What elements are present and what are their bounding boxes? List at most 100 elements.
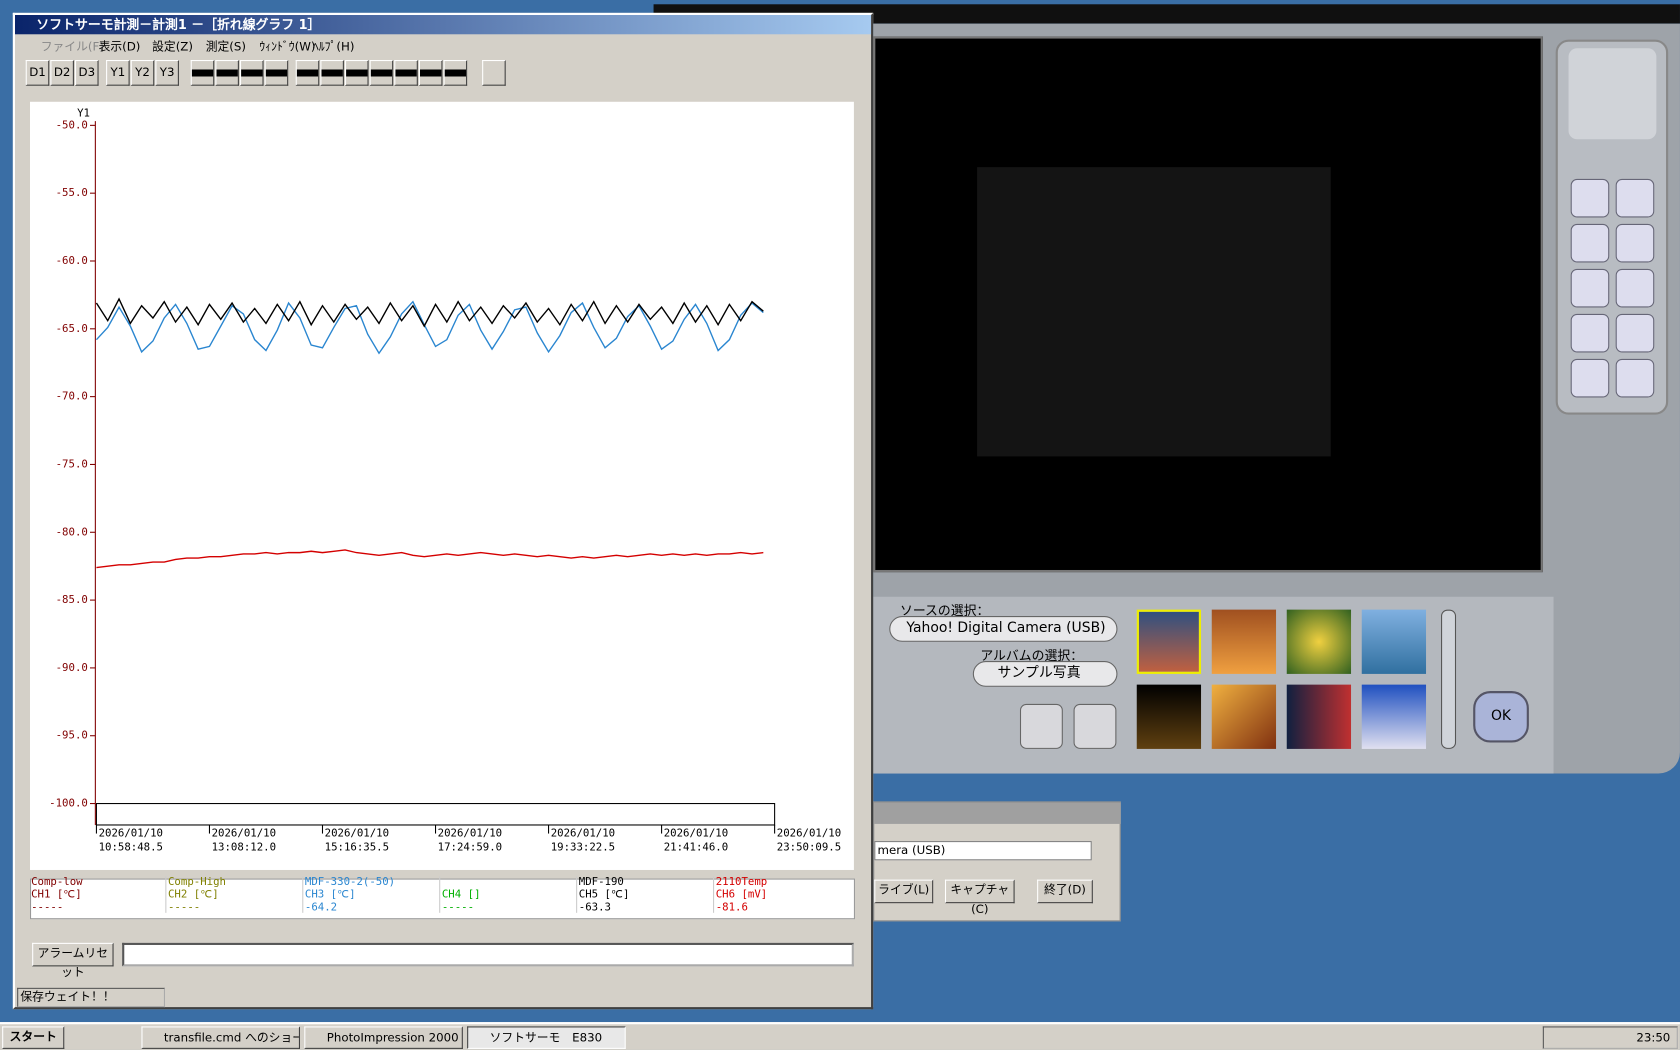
x-tick-label: 2026/01/10 19:33:22.5 — [551, 827, 615, 854]
icon-button[interactable] — [482, 59, 506, 86]
x-tick-label: 2026/01/10 13:08:12.0 — [212, 827, 276, 854]
toolbar-button[interactable]: Y2 — [130, 59, 155, 86]
toolbar-button[interactable]: D2 — [50, 59, 74, 86]
thumbnail[interactable] — [1286, 684, 1352, 749]
thumbnail[interactable] — [1211, 609, 1277, 674]
y-tick-label: -100.0 — [49, 797, 88, 810]
thumbnail[interactable] — [1361, 684, 1427, 749]
dialog-button[interactable]: キャプチャ(C) — [944, 879, 1015, 916]
y-tick-label: -55.0 — [56, 186, 88, 199]
x-tick-label: 2026/01/10 15:16:35.5 — [325, 827, 389, 854]
task-button[interactable]: PhotoImpression 2000 — [304, 1026, 463, 1049]
channel-label: CH1 [℃] — [31, 888, 82, 901]
camera-button[interactable] — [1073, 703, 1117, 749]
tool-button[interactable] — [1570, 268, 1610, 308]
x-tick-label: 2026/01/10 17:24:59.0 — [438, 827, 502, 854]
x-tick-label: 2026/01/10 10:58:48.5 — [99, 827, 163, 854]
toolbar-button[interactable]: Y3 — [155, 59, 179, 86]
tool-button[interactable] — [1615, 178, 1655, 218]
tool-button[interactable] — [1615, 223, 1655, 263]
icon-button[interactable] — [344, 59, 369, 86]
channel-reading: -63.3 — [579, 900, 611, 913]
icon-button[interactable] — [369, 59, 394, 86]
y-tick-label: -85.0 — [56, 593, 88, 606]
tool-panel — [1555, 39, 1669, 415]
clock: 23:50 — [1542, 1026, 1678, 1049]
photo-window: ソースの選択： Yahoo! Digital Camera (USB) アルバム… — [873, 23, 1680, 774]
icon-button[interactable] — [394, 59, 418, 86]
icon-button[interactable] — [295, 59, 320, 86]
menu-bar: ファイル(F) 表示(D) 設定(Z) 測定(S) ｳｨﾝﾄﾞｳ(W) ﾍﾙﾌﾟ(H) — [15, 36, 871, 54]
icon-button[interactable] — [320, 59, 344, 86]
ok-button[interactable]: OK — [1473, 691, 1529, 743]
channel-table — [29, 878, 855, 920]
channel-label: CH3 [℃] — [305, 888, 356, 901]
toolbar-button[interactable]: D3 — [74, 59, 99, 86]
taskbar: スタート 23:50 transfile.cmd へのショート...PhotoI… — [0, 1022, 1680, 1050]
capture-dialog: mera (USB) ライブ(L) キャプチャ(C) 終了(D) — [873, 801, 1121, 922]
album-label: アルバムの選択： — [980, 648, 1084, 664]
channel-name: MDF-330-2(-50) — [305, 875, 395, 888]
icon-button[interactable] — [215, 59, 239, 86]
thumbnail[interactable] — [1286, 609, 1352, 674]
alarm-combobox[interactable] — [122, 942, 854, 967]
dialog-button[interactable]: 終了(D) — [1037, 879, 1093, 904]
channel-reading: -64.2 — [305, 900, 337, 913]
photo-viewer — [873, 36, 1543, 573]
tool-button[interactable] — [1615, 313, 1655, 353]
icon-button[interactable] — [190, 59, 215, 86]
y-tick-label: -75.0 — [56, 457, 88, 470]
series-line — [95, 300, 764, 355]
menu-item[interactable]: ファイル(F) — [40, 39, 104, 54]
channel-reading: -81.6 — [716, 900, 748, 913]
menu-item[interactable]: ﾍﾙﾌﾟ(H) — [312, 39, 355, 54]
tool-button[interactable] — [1570, 223, 1610, 263]
status-bar: 保存ウェイト！！ — [17, 987, 165, 1008]
menu-item[interactable]: ｳｨﾝﾄﾞｳ(W) — [259, 39, 316, 54]
y-tick-label: -90.0 — [56, 661, 88, 674]
tool-button[interactable] — [1570, 358, 1610, 398]
alarm-reset-button[interactable]: アラームリセット — [32, 942, 114, 979]
menu-item[interactable]: 測定(S) — [205, 39, 246, 54]
album-select[interactable]: サンプル写真 — [972, 661, 1118, 687]
x-tick-label: 2026/01/10 21:41:46.0 — [664, 827, 728, 854]
scan-button[interactable] — [1019, 703, 1063, 749]
thumbnail[interactable] — [1136, 684, 1202, 749]
menu-item[interactable]: 設定(Z) — [152, 39, 193, 54]
dialog-button[interactable]: ライブ(L) — [874, 879, 934, 904]
task-button[interactable]: transfile.cmd へのショート... — [141, 1026, 300, 1049]
icon-button[interactable] — [239, 59, 264, 86]
tool-button[interactable] — [1570, 313, 1610, 353]
x-tick-label: 2026/01/10 23:50:09.5 — [777, 827, 841, 854]
channel-label: CH4 [] — [442, 888, 481, 901]
toolbar-button[interactable]: Y1 — [106, 59, 130, 86]
icon-button[interactable] — [418, 59, 443, 86]
thumbnail[interactable] — [1211, 684, 1277, 749]
tool-button[interactable] — [1615, 358, 1655, 398]
tool-button[interactable] — [1615, 268, 1655, 308]
channel-name: Comp-low — [31, 875, 83, 888]
top-strip — [653, 4, 1680, 24]
thumbnail[interactable] — [1361, 609, 1427, 674]
toolbar: D1 D2 D3 Y1 Y2 Y3 — [21, 58, 535, 88]
icon-button[interactable] — [443, 59, 468, 86]
series-line — [95, 297, 764, 328]
menu-item[interactable]: 表示(D) — [98, 39, 141, 54]
y-tick-label: -60.0 — [56, 254, 88, 267]
device-select[interactable]: mera (USB) — [874, 841, 1092, 861]
y-tick-label: -95.0 — [56, 729, 88, 742]
channel-reading: ----- — [442, 900, 474, 913]
thumbnail[interactable] — [1136, 609, 1202, 674]
icon-button[interactable] — [264, 59, 289, 86]
channel-label: CH5 [℃] — [579, 888, 630, 901]
source-select[interactable]: Yahoo! Digital Camera (USB) — [889, 616, 1118, 642]
task-button[interactable]: ソフトサーモ E830 — [467, 1026, 626, 1049]
series-line — [96, 549, 764, 569]
tool-button[interactable] — [1570, 178, 1610, 218]
thumb-scrollbar[interactable] — [1441, 609, 1457, 749]
toolbar-button[interactable]: D1 — [25, 59, 50, 86]
y-tick-label: -50.0 — [56, 118, 88, 131]
start-button[interactable]: スタート — [2, 1026, 65, 1049]
